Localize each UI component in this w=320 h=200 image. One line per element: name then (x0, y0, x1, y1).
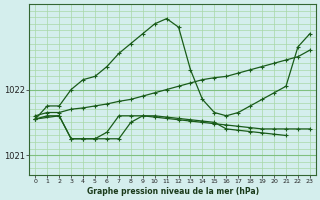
X-axis label: Graphe pression niveau de la mer (hPa): Graphe pression niveau de la mer (hPa) (86, 187, 259, 196)
